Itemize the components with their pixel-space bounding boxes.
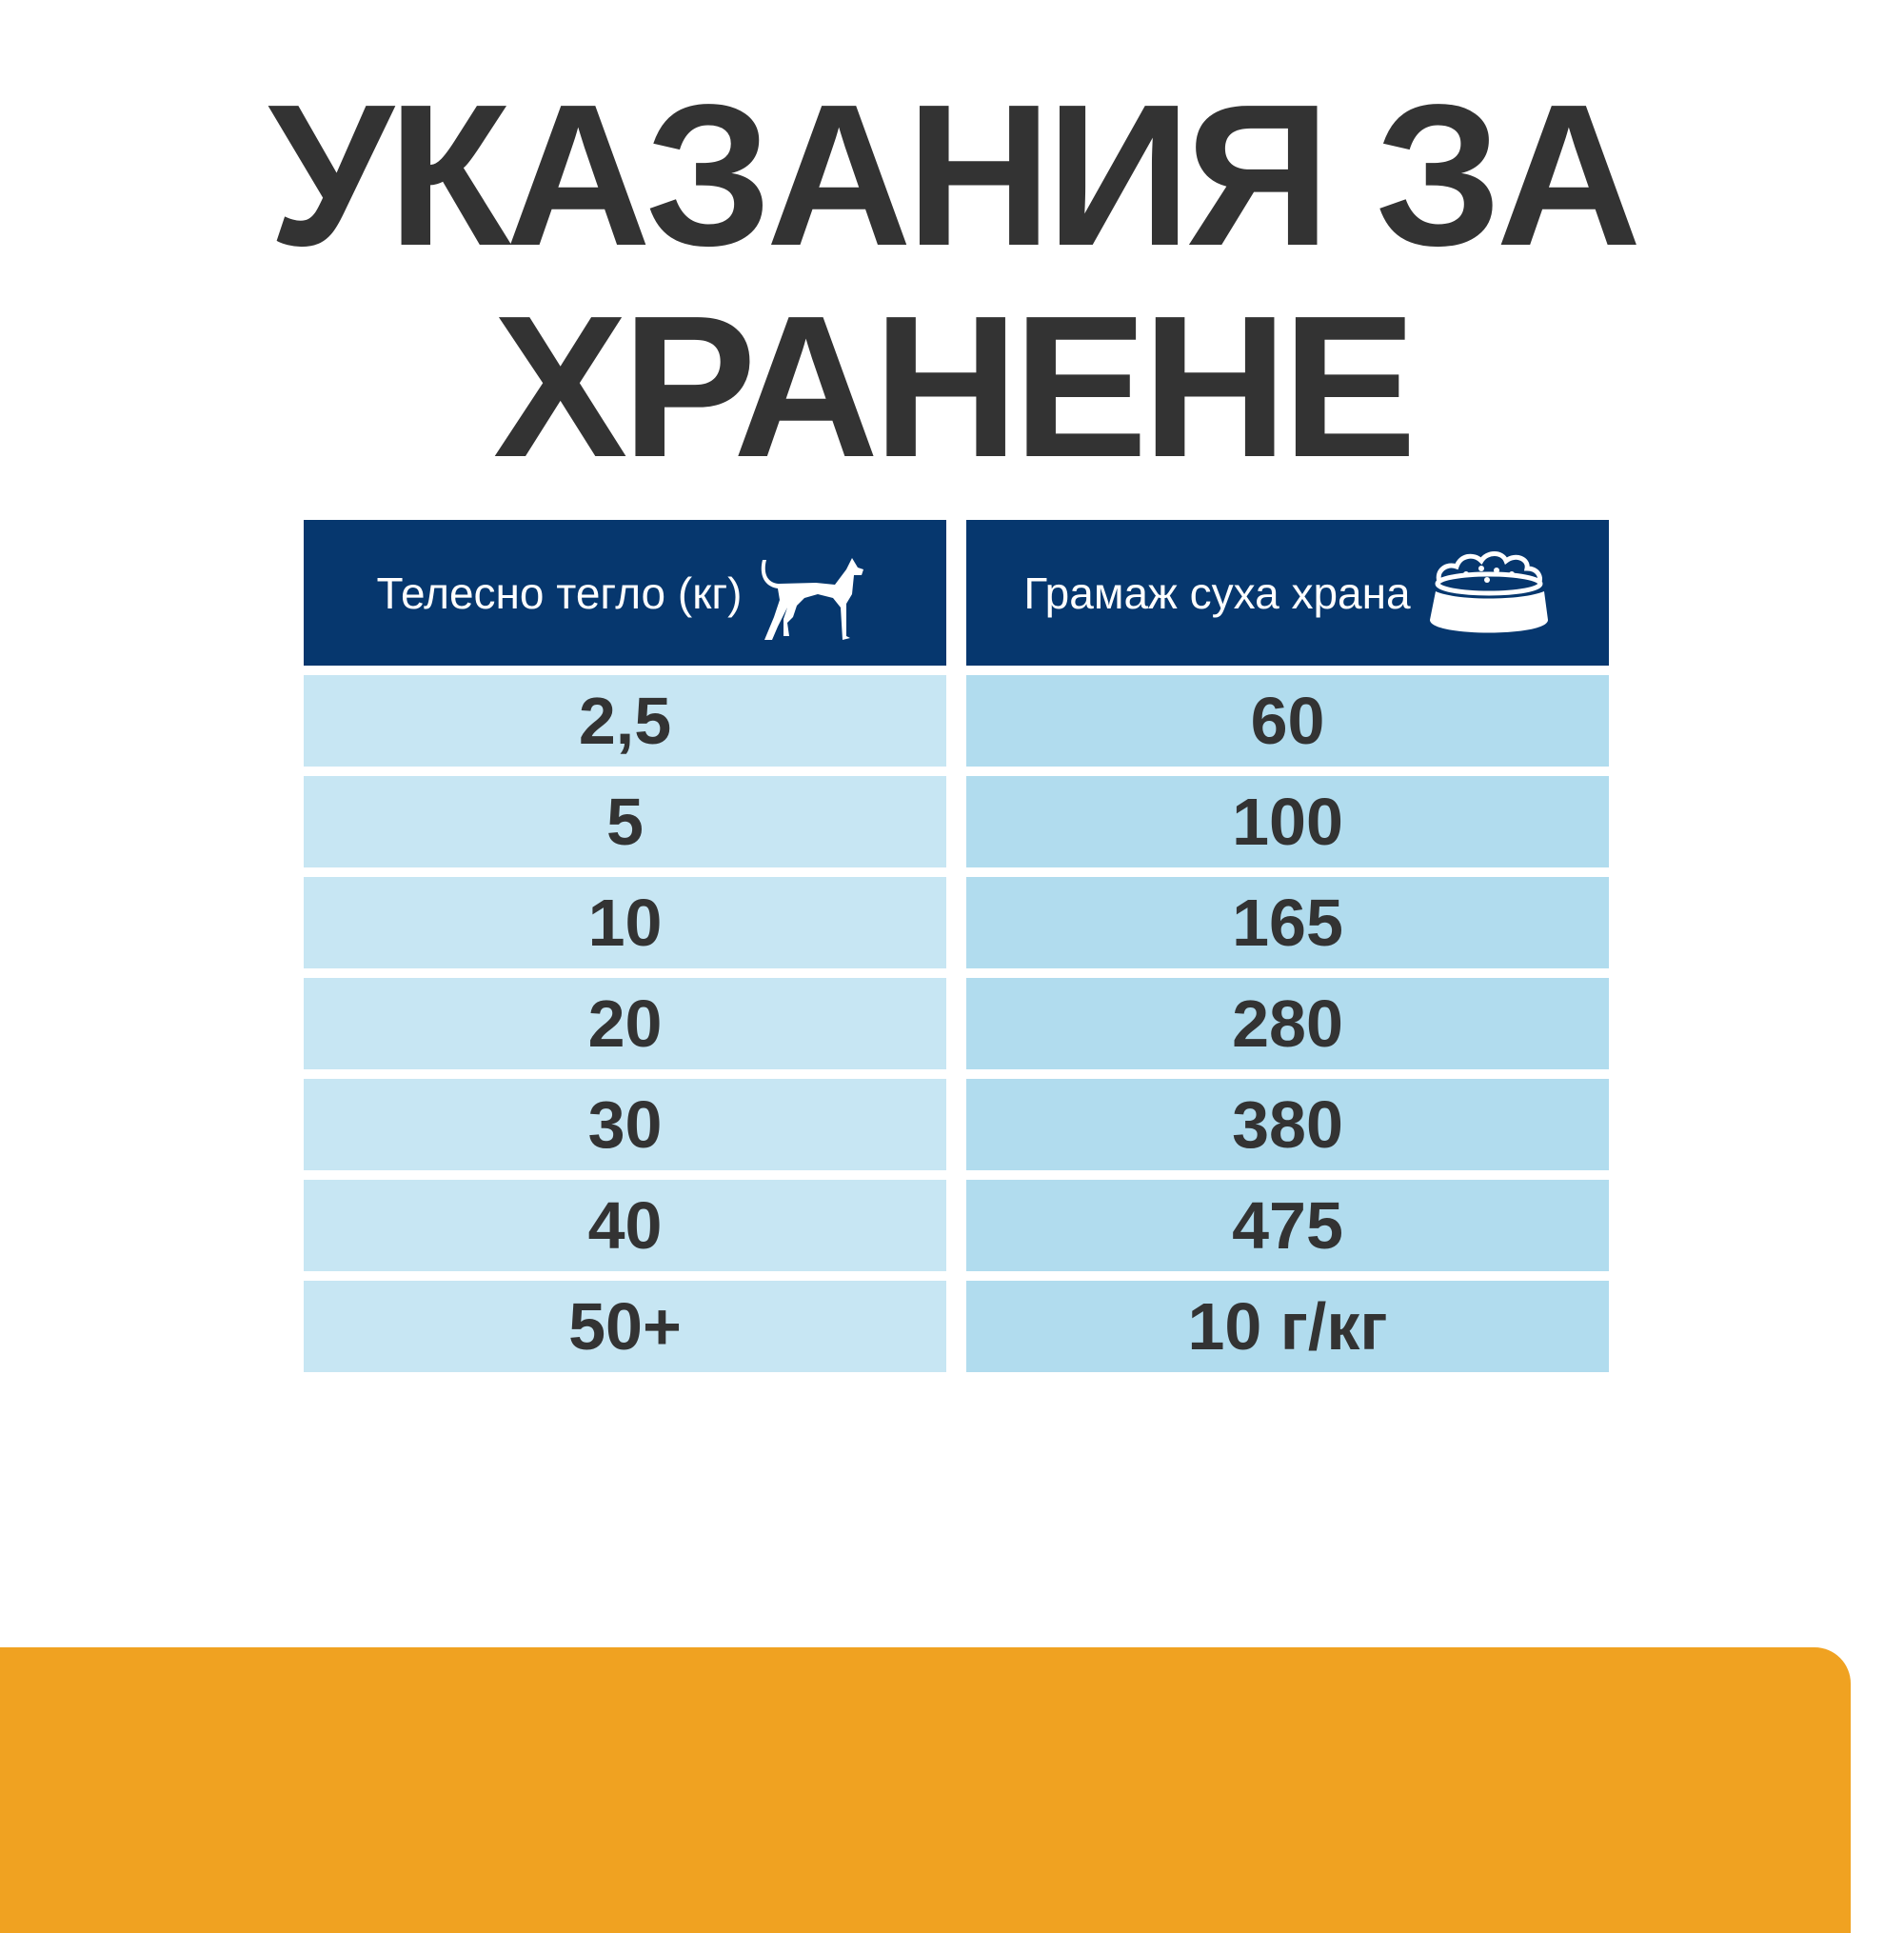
body-weight-cell: 50+ [304, 1281, 946, 1372]
body-weight-cell: 5 [304, 776, 946, 867]
food-amount-cell: 10 г/кг [966, 1281, 1609, 1372]
header-label: Телесно тегло (кг) [376, 568, 743, 618]
header-dry-food-amount: Грамаж суха храна [966, 520, 1609, 666]
page-title-line-2: ХРАНЕНЕ [492, 273, 1417, 499]
food-amount-cell: 380 [966, 1079, 1609, 1170]
body-weight-cell: 10 [304, 877, 946, 968]
header-label: Грамаж суха храна [1023, 568, 1411, 618]
body-weight-cell: 40 [304, 1180, 946, 1271]
food-amount-cell: 280 [966, 978, 1609, 1069]
footer-accent-band [0, 1647, 1851, 1933]
body-weight-cell: 30 [304, 1079, 946, 1170]
body-weight-cell: 2,5 [304, 675, 946, 767]
header-body-weight: Телесно тегло (кг) [304, 520, 946, 666]
food-bowl-icon [1429, 550, 1548, 632]
dog-icon [762, 557, 864, 640]
food-amount-cell: 100 [966, 776, 1609, 867]
body-weight-cell: 20 [304, 978, 946, 1069]
page-title-line-1: УКАЗАНИЯ ЗА [268, 62, 1642, 288]
food-amount-cell: 475 [966, 1180, 1609, 1271]
food-amount-cell: 60 [966, 675, 1609, 767]
food-amount-cell: 165 [966, 877, 1609, 968]
